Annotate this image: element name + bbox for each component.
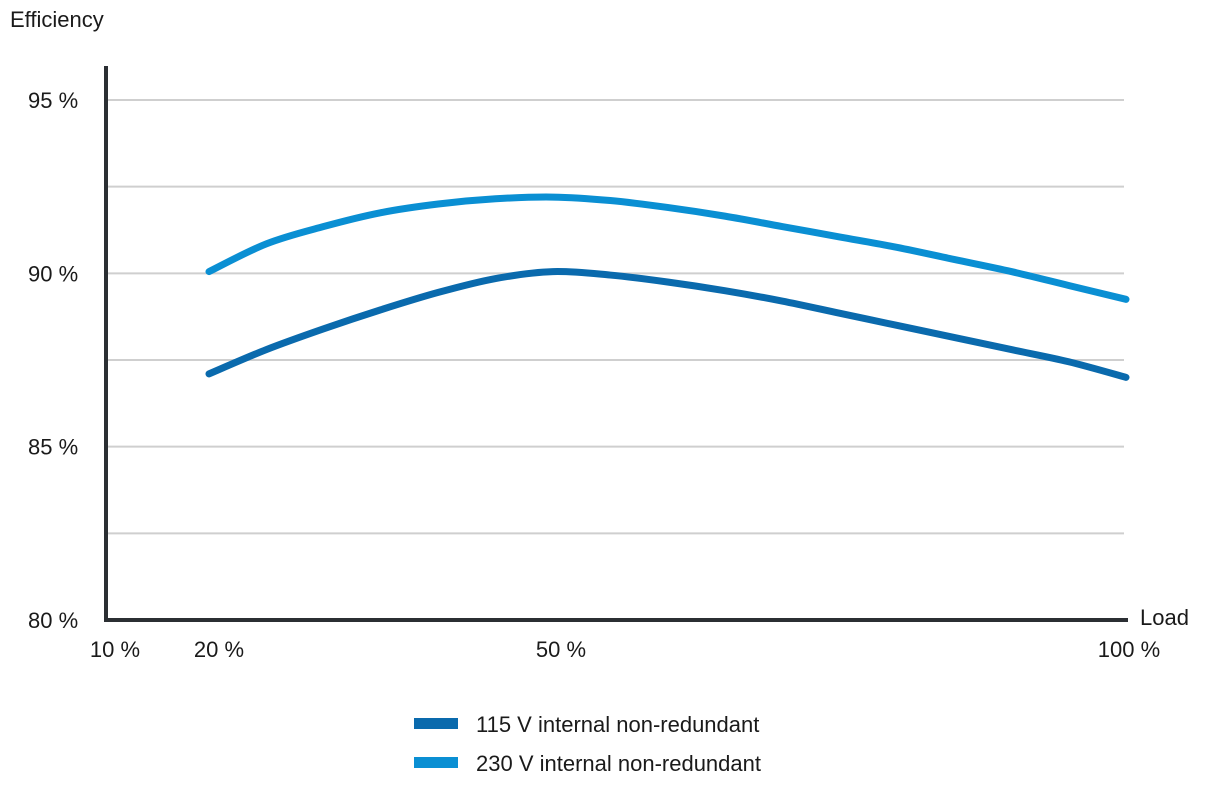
legend-label: 230 V internal non-redundant	[476, 751, 761, 776]
y-tick-label: 90 %	[28, 261, 78, 286]
y-tick-labels: 80 % 85 % 90 % 95 %	[28, 88, 78, 633]
y-tick-label: 80 %	[28, 608, 78, 633]
y-tick-label: 85 %	[28, 435, 78, 460]
x-tick-label: 20 %	[194, 637, 244, 662]
x-tick-label: 10 %	[90, 637, 140, 662]
x-axis-label: Load	[1140, 605, 1189, 630]
gridlines	[106, 99, 1124, 535]
y-tick-label: 95 %	[28, 88, 78, 113]
x-tick-label: 100 %	[1098, 637, 1160, 662]
series-line-230v	[205, 193, 1130, 303]
axis-lines	[104, 66, 1128, 622]
legend-swatch	[414, 718, 458, 729]
legend-swatch	[414, 757, 458, 768]
series-line-115v	[205, 268, 1130, 381]
y-axis-label: Efficiency	[10, 7, 104, 32]
x-tick-label: 50 %	[536, 637, 586, 662]
legend-label: 115 V internal non-redundant	[476, 712, 759, 737]
x-tick-labels: 10 % 20 % 50 % 100 %	[90, 637, 1160, 662]
axes	[104, 66, 1128, 622]
legend: 115 V internal non-redundant 230 V intern…	[414, 712, 761, 776]
series-lines	[205, 193, 1130, 381]
